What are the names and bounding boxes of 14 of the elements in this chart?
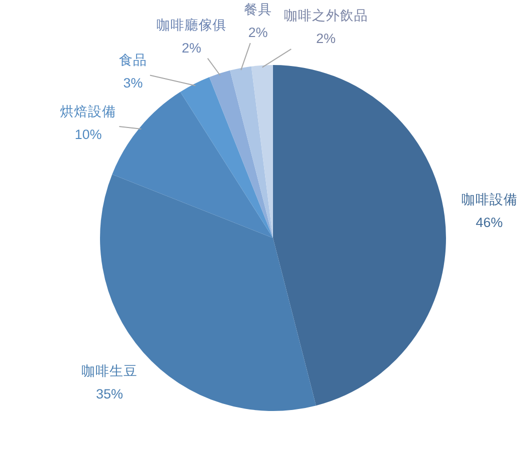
slice-label: 餐具	[244, 2, 272, 18]
data-label: 2%	[248, 25, 268, 40]
data-label: 3%	[123, 75, 143, 90]
slice-label: 烘焙設備	[60, 104, 116, 119]
data-label: 35%	[96, 386, 124, 402]
slice-label: 咖啡生豆	[81, 364, 138, 379]
slice-label: 食品	[119, 52, 147, 68]
slice-label: 咖啡廳傢俱	[156, 17, 226, 32]
data-label: 2%	[316, 31, 336, 46]
data-label: 2%	[182, 40, 202, 56]
data-label: 46%	[476, 215, 503, 230]
slice-label: 咖啡之外飲品	[284, 8, 368, 24]
slice-label: 咖啡設備	[461, 192, 518, 208]
data-label: 10%	[74, 126, 102, 142]
